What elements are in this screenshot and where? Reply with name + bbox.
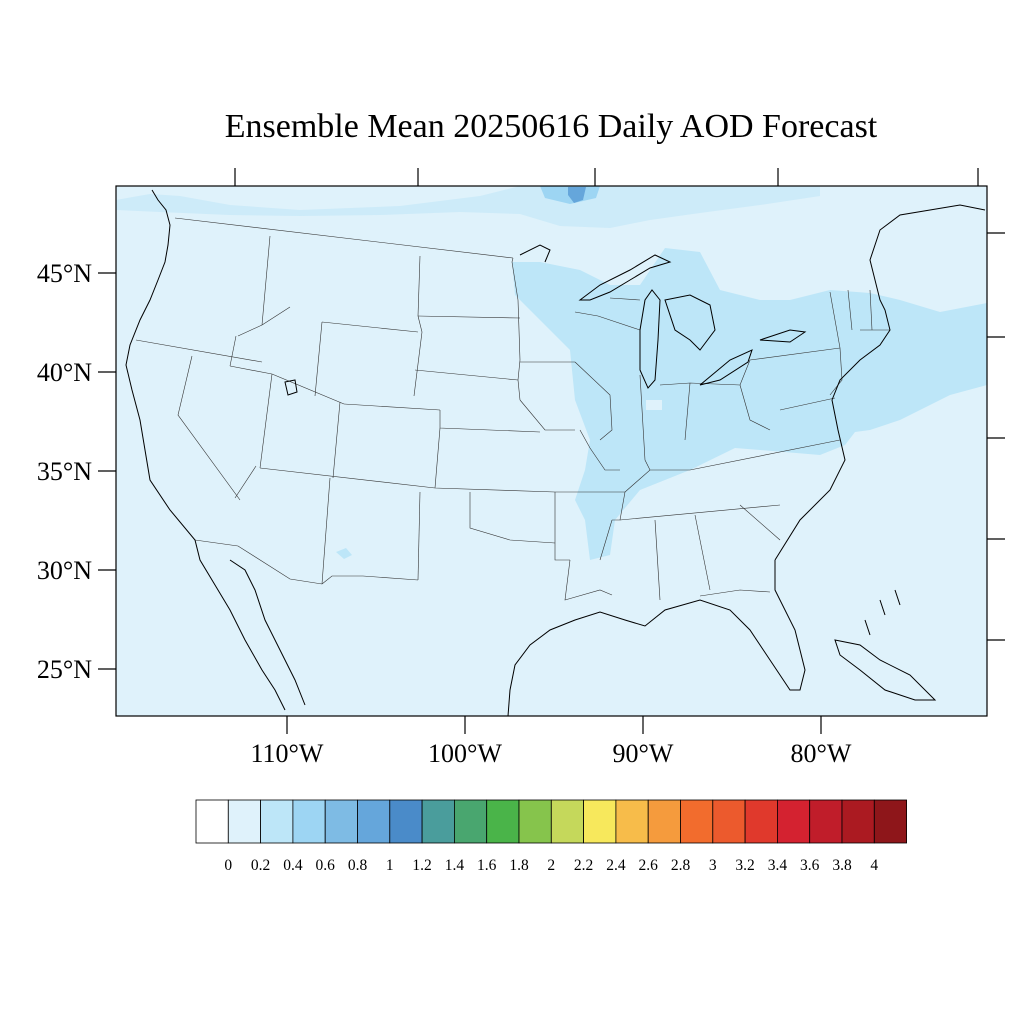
coastlines	[125, 189, 986, 717]
colorbar-label: 2	[547, 857, 555, 874]
lon-label: 100°W	[428, 739, 502, 768]
colorbar-label: 3.2	[735, 857, 754, 874]
colorbar-swatch	[583, 799, 617, 844]
right-ticks	[987, 232, 1005, 641]
colorbar-label: 1.4	[445, 857, 465, 874]
top-ticks	[234, 168, 979, 186]
lat-label: 45°N	[37, 259, 92, 288]
aod-clear-spot	[646, 400, 662, 410]
colorbar-swatch	[809, 799, 843, 844]
lat-label: 25°N	[37, 655, 92, 684]
bahamas	[864, 589, 901, 636]
colorbar-swatch	[357, 799, 391, 844]
latitude-labels: 45°N 40°N 35°N 30°N 25°N	[37, 259, 92, 684]
colorbar-label: 2.2	[574, 857, 593, 874]
colorbar-label: 1	[386, 857, 394, 874]
bottom-ticks	[286, 716, 822, 734]
atlantic-coast	[774, 204, 986, 561]
baja-coast	[229, 559, 306, 706]
colorbar-swatch	[260, 799, 294, 844]
colorbar	[195, 799, 907, 844]
lat-label: 30°N	[37, 556, 92, 585]
gulf-coast	[507, 560, 806, 717]
colorbar-labels: 0 0.2 0.4 0.6 0.8 1 1.2 1.4 1.6 1.8 2 2.2 2.4 2.6 2.8 3…	[224, 857, 878, 874]
colorbar-swatch	[195, 799, 229, 844]
state-boundaries	[135, 217, 890, 601]
aod-plume-north	[116, 186, 820, 228]
colorbar-label: 3	[709, 857, 717, 874]
colorbar-swatch	[615, 799, 649, 844]
colorbar-label: 0.8	[348, 857, 368, 874]
colorbar-swatch	[292, 799, 326, 844]
lake-erie	[699, 349, 753, 386]
lake-superior	[578, 254, 672, 301]
lat-label: 40°N	[37, 358, 92, 387]
lon-label: 80°W	[791, 739, 852, 768]
colorbar-swatch	[324, 799, 358, 844]
map-title: Ensemble Mean 20250616 Daily AOD Forecas…	[224, 108, 878, 145]
colorbar-swatch	[421, 799, 455, 844]
colorbar-label: 3.8	[832, 857, 852, 874]
lake-ontario	[759, 329, 807, 343]
map-panel	[115, 185, 988, 717]
cuba	[834, 639, 937, 701]
colorbar-label: 1.2	[412, 857, 431, 874]
colorbar-label: 1.8	[509, 857, 529, 874]
aod-plume-central	[512, 248, 987, 560]
lat-label: 35°N	[37, 457, 92, 486]
longitude-labels: 110°W 100°W 90°W 80°W	[251, 739, 852, 768]
lake-michigan	[639, 289, 661, 389]
colorbar-label: 2.8	[671, 857, 691, 874]
colorbar-label: 3.6	[800, 857, 820, 874]
colorbar-swatch	[453, 799, 488, 844]
colorbar-swatch	[389, 799, 423, 844]
colorbar-label: 2.4	[606, 857, 626, 874]
map-frame	[115, 185, 988, 717]
colorbar-label: 1.6	[477, 857, 497, 874]
aod-plume-layer	[116, 186, 987, 560]
colorbar-swatch	[841, 799, 875, 844]
lon-label: 90°W	[613, 739, 674, 768]
colorbar-swatch	[227, 799, 262, 844]
left-ticks	[98, 272, 116, 670]
colorbar-swatch	[486, 799, 520, 844]
colorbar-label: 0.4	[283, 857, 303, 874]
colorbar-swatch	[744, 799, 778, 844]
colorbar-label: 0.6	[316, 857, 336, 874]
colorbar-label: 2.6	[639, 857, 659, 874]
colorbar-swatch	[873, 799, 907, 844]
colorbar-swatch	[647, 799, 681, 844]
hudson-bay-edge	[519, 244, 551, 263]
colorbar-label: 0.2	[251, 857, 270, 874]
aod-peak-layer	[568, 187, 586, 203]
colorbar-swatch	[518, 799, 552, 844]
lon-label: 110°W	[251, 739, 324, 768]
aod-plume-newmexico	[336, 548, 352, 559]
colorbar-swatch	[712, 799, 746, 844]
colorbar-label: 3.4	[768, 857, 788, 874]
colorbar-swatch	[777, 799, 811, 844]
colorbar-label: 0	[224, 857, 232, 874]
west-coast	[125, 189, 286, 711]
aod-plume-core	[568, 187, 586, 203]
lake-huron	[664, 294, 716, 351]
colorbar-label: 4	[870, 857, 878, 874]
great-salt-lake	[284, 379, 298, 396]
colorbar-swatch	[680, 799, 714, 844]
colorbar-swatch	[550, 799, 584, 844]
